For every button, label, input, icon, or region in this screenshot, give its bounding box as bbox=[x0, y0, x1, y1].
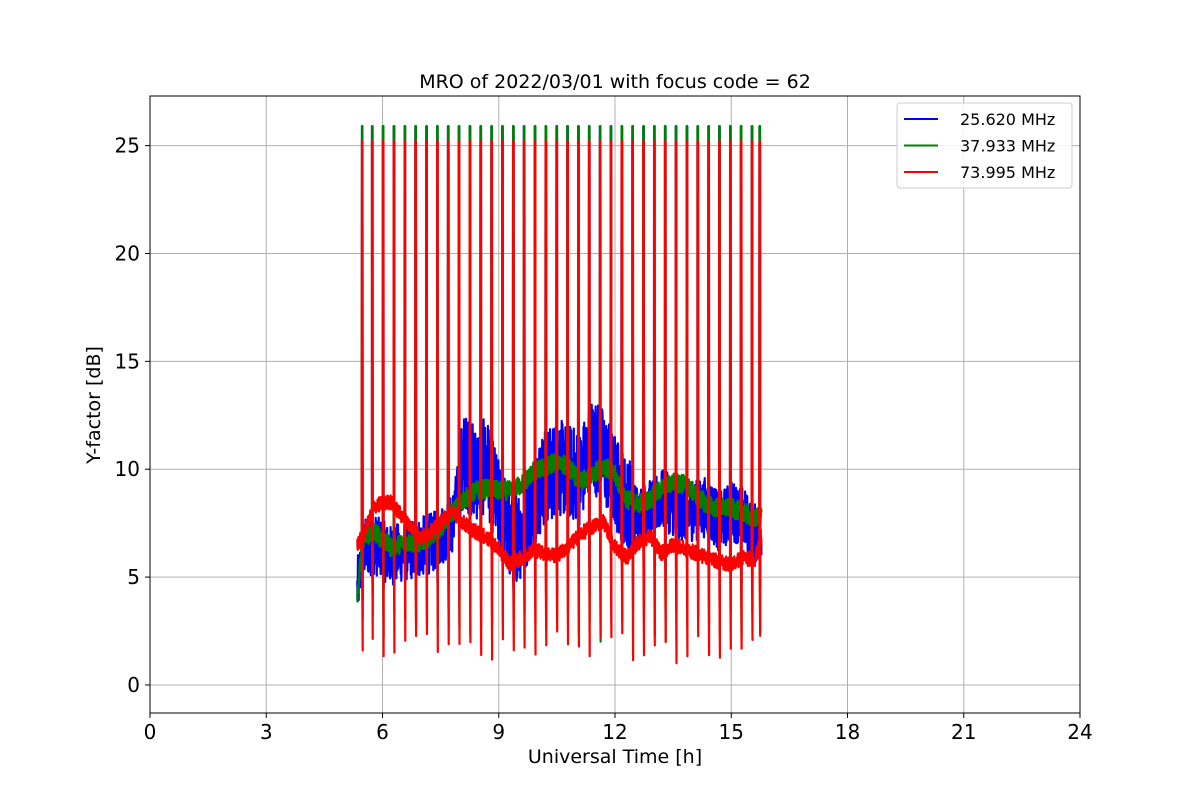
y-tick-label: 15 bbox=[115, 349, 140, 373]
legend-label: 37.933 MHz bbox=[960, 137, 1055, 156]
x-tick-label: 12 bbox=[602, 720, 627, 744]
plot-area bbox=[356, 125, 763, 665]
x-tick-label: 9 bbox=[492, 720, 505, 744]
x-axis-label: Universal Time [h] bbox=[528, 746, 702, 768]
series-line bbox=[356, 125, 763, 603]
x-tick-label: 24 bbox=[1067, 720, 1092, 744]
y-axis-label: Y-factor [dB] bbox=[83, 346, 105, 465]
x-tick-label: 21 bbox=[951, 720, 976, 744]
legend-label: 25.620 MHz bbox=[960, 110, 1055, 129]
y-tick-label: 25 bbox=[115, 134, 140, 158]
series-line bbox=[356, 125, 763, 643]
x-tick-label: 3 bbox=[260, 720, 273, 744]
x-tick-label: 18 bbox=[835, 720, 860, 744]
y-tick-label: 20 bbox=[115, 241, 140, 265]
legend-label: 73.995 MHz bbox=[960, 163, 1055, 182]
legend: 25.620 MHz 37.933 MHz 73.995 MHz bbox=[896, 102, 1073, 189]
y-tick-label: 0 bbox=[127, 673, 140, 697]
y-tick-label: 10 bbox=[115, 457, 140, 481]
x-tick-label: 15 bbox=[719, 720, 744, 744]
y-tick-label: 5 bbox=[127, 565, 140, 589]
series-line bbox=[356, 140, 763, 665]
axis-ticks: 0 3 6 9 12 15 18 21 24 0 5 10 15 20 25 bbox=[115, 134, 1093, 744]
x-tick-label: 6 bbox=[376, 720, 389, 744]
x-tick-label: 0 bbox=[144, 720, 157, 744]
chart-title: MRO of 2022/03/01 with focus code = 62 bbox=[419, 71, 811, 93]
legend-frame bbox=[896, 102, 1073, 189]
